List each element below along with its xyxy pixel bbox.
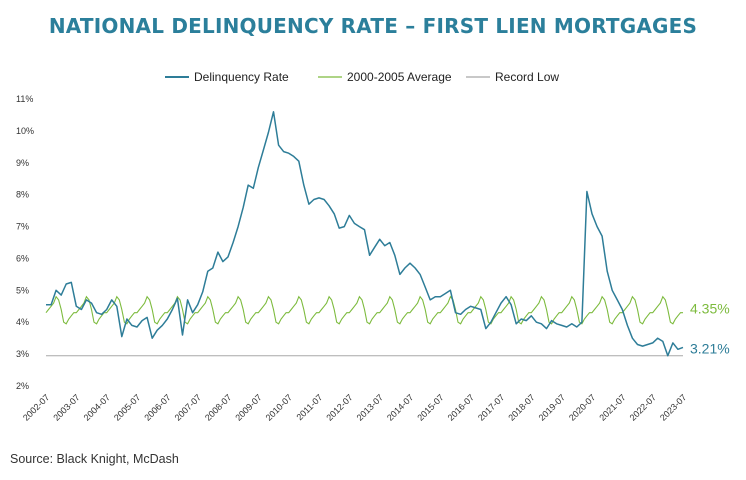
y-tick-label: 8% [16, 190, 29, 200]
x-tick-label: 2017-07 [476, 392, 506, 422]
x-tick-label: 2016-07 [446, 392, 476, 422]
line-chart: Delinquency Rate 2000-2005 Average Record … [16, 70, 730, 423]
delinquency-rate-line [46, 111, 684, 357]
x-tick-label: 2015-07 [415, 392, 445, 422]
x-tick-label: 2005-07 [112, 392, 142, 422]
x-tick-label: 2021-07 [597, 392, 627, 422]
x-tick-label: 2006-07 [142, 392, 172, 422]
x-tick-label: 2018-07 [506, 392, 536, 422]
y-tick-label: 6% [16, 253, 29, 263]
source-note: Source: Black Knight, McDash [10, 452, 179, 466]
y-tick-label: 2% [16, 381, 29, 391]
delinquency-end-label: 3.21% [690, 340, 730, 356]
x-tick-label: 2004-07 [82, 392, 112, 422]
x-tick-label: 2010-07 [264, 392, 294, 422]
x-tick-label: 2023-07 [658, 392, 688, 422]
y-tick-label: 11% [16, 94, 33, 104]
x-tick-label: 2012-07 [324, 392, 354, 422]
y-tick-label: 3% [16, 349, 29, 359]
chart-title: NATIONAL DELINQUENCY RATE – FIRST LIEN M… [48, 14, 698, 38]
legend-label: 2000-2005 Average [347, 70, 452, 84]
y-tick-label: 7% [16, 222, 29, 232]
x-tick-label: 2011-07 [294, 392, 324, 422]
x-tick-label: 2013-07 [355, 392, 385, 422]
x-tick-label: 2009-07 [233, 392, 263, 422]
y-tick-label: 4% [16, 317, 29, 327]
y-tick-label: 10% [16, 126, 34, 136]
x-tick-label: 2007-07 [173, 392, 203, 422]
x-tick-label: 2003-07 [51, 392, 81, 422]
end-labels: 3.21% 4.35% [690, 301, 730, 357]
x-tick-label: 2002-07 [21, 392, 51, 422]
x-tick-label: 2014-07 [385, 392, 415, 422]
legend-label: Delinquency Rate [194, 70, 289, 84]
chart-legend: Delinquency Rate 2000-2005 Average Record … [165, 70, 559, 84]
x-axis: 2002-07 2003-07 2004-07 2005-07 2006-07 2007-… [21, 392, 688, 422]
y-tick-label: 9% [16, 158, 29, 168]
average-end-label: 4.35% [690, 301, 730, 317]
x-tick-label: 2022-07 [628, 392, 658, 422]
y-tick-label: 5% [16, 285, 29, 295]
x-tick-label: 2020-07 [567, 392, 597, 422]
average-line [45, 295, 683, 325]
y-axis: 2% 3% 4% 5% 6% 7% 8% 9% 10% 11% [16, 94, 34, 391]
plot-area [45, 111, 684, 357]
x-tick-label: 2008-07 [203, 392, 233, 422]
legend-label: Record Low [495, 70, 559, 84]
x-tick-label: 2019-07 [537, 392, 567, 422]
